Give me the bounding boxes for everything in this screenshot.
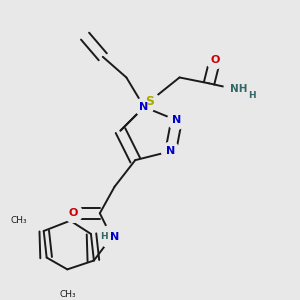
Circle shape: [141, 92, 159, 110]
Text: H: H: [248, 91, 256, 100]
Circle shape: [224, 78, 247, 101]
Text: S: S: [146, 94, 154, 108]
Circle shape: [206, 51, 224, 69]
Text: H: H: [100, 232, 108, 242]
Text: CH₃: CH₃: [59, 290, 76, 299]
Circle shape: [100, 225, 123, 249]
Text: O: O: [210, 55, 220, 65]
Text: CH₃: CH₃: [10, 216, 27, 225]
Text: N: N: [166, 146, 175, 156]
Text: N: N: [172, 115, 181, 125]
Text: N: N: [110, 232, 119, 242]
Circle shape: [135, 98, 153, 116]
Circle shape: [64, 204, 82, 222]
Circle shape: [56, 283, 79, 300]
Text: NH: NH: [230, 84, 247, 94]
Text: O: O: [68, 208, 78, 218]
Circle shape: [162, 142, 180, 160]
Circle shape: [167, 111, 186, 129]
Circle shape: [7, 209, 30, 232]
Text: N: N: [140, 102, 149, 112]
